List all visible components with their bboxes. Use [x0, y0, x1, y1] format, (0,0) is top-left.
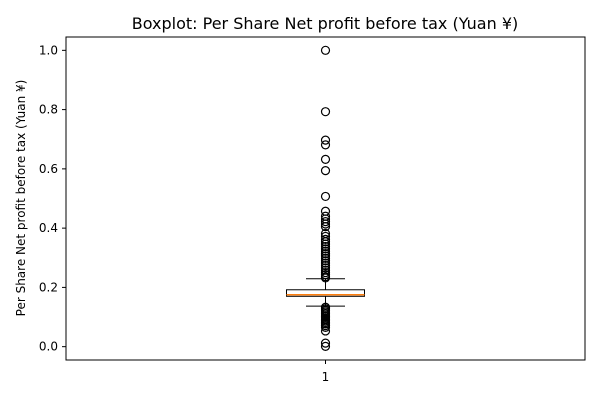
outlier-point [320, 263, 331, 273]
outlier-point [320, 241, 331, 252]
y-tick-label: 0.2 [39, 280, 58, 294]
outlier-point [320, 217, 331, 227]
outlier-point [320, 260, 331, 271]
y-tick-label: 0.4 [39, 221, 58, 235]
iqr-box [286, 289, 365, 297]
outlier-point [320, 107, 331, 117]
outlier-point [320, 341, 331, 351]
y-tick-label: 0.6 [39, 162, 58, 176]
outlier-point [320, 191, 331, 202]
outlier-point [320, 258, 331, 268]
outlier-point [320, 253, 331, 263]
outlier-point [320, 154, 331, 164]
outlier-point [320, 322, 331, 333]
outlier-point [320, 135, 331, 145]
outlier-point [320, 239, 331, 249]
y-tick-label: 1.0 [39, 43, 58, 57]
outlier-point [320, 237, 331, 247]
chart-title: Boxplot: Per Share Net profit before tax… [132, 14, 519, 33]
plot-area: 0.0 0.2 0.4 0.6 0.8 1.0 1 [39, 36, 586, 384]
outlier-point [320, 166, 331, 176]
outlier-point [320, 249, 331, 259]
x-tick-label: 1 [322, 370, 330, 384]
outlier-point [320, 45, 331, 55]
y-axis-label: Per Share Net profit before tax (Yuan ¥) [14, 80, 28, 317]
outlier-point [320, 244, 331, 254]
outlier-point [320, 234, 331, 244]
outlier-point [320, 338, 331, 348]
outlier-point [320, 251, 331, 261]
y-tick-label: 0.8 [39, 103, 58, 117]
outlier-point [320, 273, 331, 283]
outlier-point [320, 222, 331, 232]
outlier-point [320, 219, 331, 229]
y-tick-label: 0.0 [39, 340, 58, 354]
outlier-point [320, 326, 331, 336]
outlier-point [320, 140, 331, 150]
outlier-point [320, 256, 331, 266]
outlier-point [320, 246, 331, 256]
